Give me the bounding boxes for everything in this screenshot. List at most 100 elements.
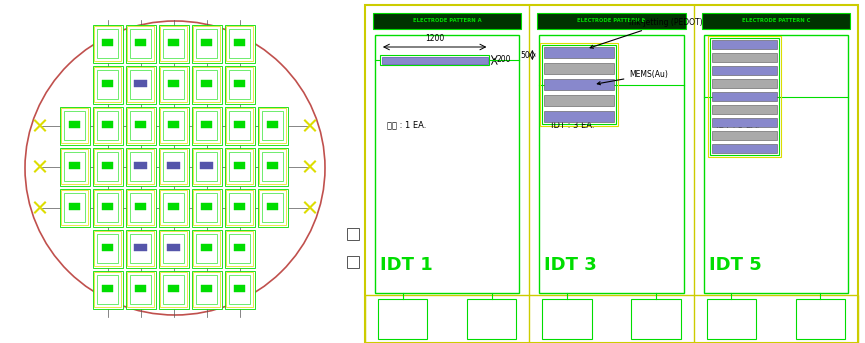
Bar bbox=[94, 26, 121, 61]
Bar bbox=[163, 152, 184, 181]
Bar bbox=[130, 234, 151, 263]
Bar bbox=[158, 66, 189, 104]
Bar bbox=[347, 228, 359, 240]
Bar bbox=[225, 24, 254, 62]
Bar bbox=[163, 111, 184, 140]
Bar bbox=[193, 272, 220, 307]
Bar bbox=[61, 108, 88, 143]
Bar bbox=[708, 36, 781, 157]
Bar bbox=[193, 149, 220, 184]
Bar bbox=[191, 271, 221, 308]
Bar bbox=[125, 66, 156, 104]
Text: ELECTRODE PATTERN C: ELECTRODE PATTERN C bbox=[741, 19, 810, 24]
Bar bbox=[712, 105, 777, 114]
Bar bbox=[229, 29, 250, 58]
Bar bbox=[712, 66, 777, 75]
Bar bbox=[64, 152, 85, 181]
Bar bbox=[97, 193, 118, 222]
Bar bbox=[125, 189, 156, 226]
Bar bbox=[226, 149, 253, 184]
Bar bbox=[201, 121, 212, 128]
Bar bbox=[160, 149, 187, 184]
Bar bbox=[226, 26, 253, 61]
Text: IDT : 3 EA.: IDT : 3 EA. bbox=[551, 120, 595, 130]
Bar bbox=[94, 67, 121, 102]
Bar bbox=[158, 147, 189, 186]
Bar bbox=[64, 111, 85, 140]
Bar bbox=[97, 152, 118, 181]
Bar bbox=[158, 229, 189, 268]
Bar bbox=[234, 285, 245, 292]
Bar bbox=[191, 106, 221, 144]
Bar bbox=[94, 149, 121, 184]
Bar bbox=[93, 66, 123, 104]
Text: IDT : 5 EA.: IDT : 5 EA. bbox=[715, 120, 759, 130]
Text: IDT 5: IDT 5 bbox=[708, 256, 761, 274]
Bar bbox=[201, 39, 212, 46]
Bar bbox=[130, 193, 151, 222]
Bar bbox=[163, 234, 184, 263]
Bar bbox=[93, 271, 123, 308]
Bar bbox=[93, 147, 123, 186]
Bar bbox=[234, 244, 245, 251]
Text: IDT 1: IDT 1 bbox=[380, 256, 432, 274]
Bar bbox=[225, 147, 254, 186]
Bar bbox=[712, 40, 777, 49]
Bar bbox=[191, 24, 221, 62]
Bar bbox=[258, 189, 287, 226]
Text: ELECTRODE PATTERN B: ELECTRODE PATTERN B bbox=[577, 19, 646, 24]
Bar bbox=[712, 79, 777, 88]
Bar bbox=[158, 106, 189, 144]
Bar bbox=[130, 29, 151, 58]
Bar bbox=[163, 29, 184, 58]
Bar bbox=[540, 35, 683, 293]
Bar bbox=[258, 147, 287, 186]
Bar bbox=[160, 272, 187, 307]
Bar bbox=[258, 106, 287, 144]
Bar bbox=[60, 106, 89, 144]
Bar bbox=[381, 57, 488, 63]
Bar bbox=[262, 193, 283, 222]
Bar bbox=[160, 67, 187, 102]
Bar bbox=[201, 80, 212, 87]
Bar bbox=[226, 272, 253, 307]
Bar bbox=[259, 190, 286, 225]
Bar bbox=[365, 295, 858, 343]
Bar bbox=[542, 299, 592, 339]
Bar bbox=[130, 70, 151, 99]
Bar bbox=[94, 231, 121, 266]
Bar bbox=[365, 5, 858, 343]
Bar bbox=[225, 66, 254, 104]
Bar bbox=[234, 121, 245, 128]
Bar bbox=[193, 190, 220, 225]
Bar bbox=[127, 149, 154, 184]
Bar bbox=[229, 275, 250, 304]
Bar bbox=[125, 106, 156, 144]
Bar bbox=[160, 190, 187, 225]
Bar bbox=[158, 24, 189, 62]
Bar bbox=[97, 70, 118, 99]
Bar bbox=[373, 13, 522, 29]
Bar bbox=[712, 53, 777, 62]
Bar bbox=[191, 189, 221, 226]
Bar bbox=[130, 275, 151, 304]
Bar bbox=[200, 162, 213, 169]
Bar bbox=[259, 108, 286, 143]
Bar bbox=[201, 244, 212, 251]
Bar bbox=[193, 108, 220, 143]
Bar bbox=[168, 80, 179, 87]
Bar bbox=[97, 111, 118, 140]
Bar bbox=[130, 111, 151, 140]
Bar bbox=[234, 162, 245, 169]
Bar bbox=[130, 152, 151, 181]
Bar bbox=[259, 149, 286, 184]
Bar bbox=[262, 152, 283, 181]
Bar bbox=[127, 231, 154, 266]
Bar bbox=[167, 162, 180, 169]
Bar bbox=[226, 67, 253, 102]
Bar bbox=[160, 231, 187, 266]
Bar bbox=[709, 38, 778, 155]
Bar bbox=[191, 66, 221, 104]
Bar bbox=[712, 144, 777, 153]
Text: IDT 3: IDT 3 bbox=[544, 256, 597, 274]
